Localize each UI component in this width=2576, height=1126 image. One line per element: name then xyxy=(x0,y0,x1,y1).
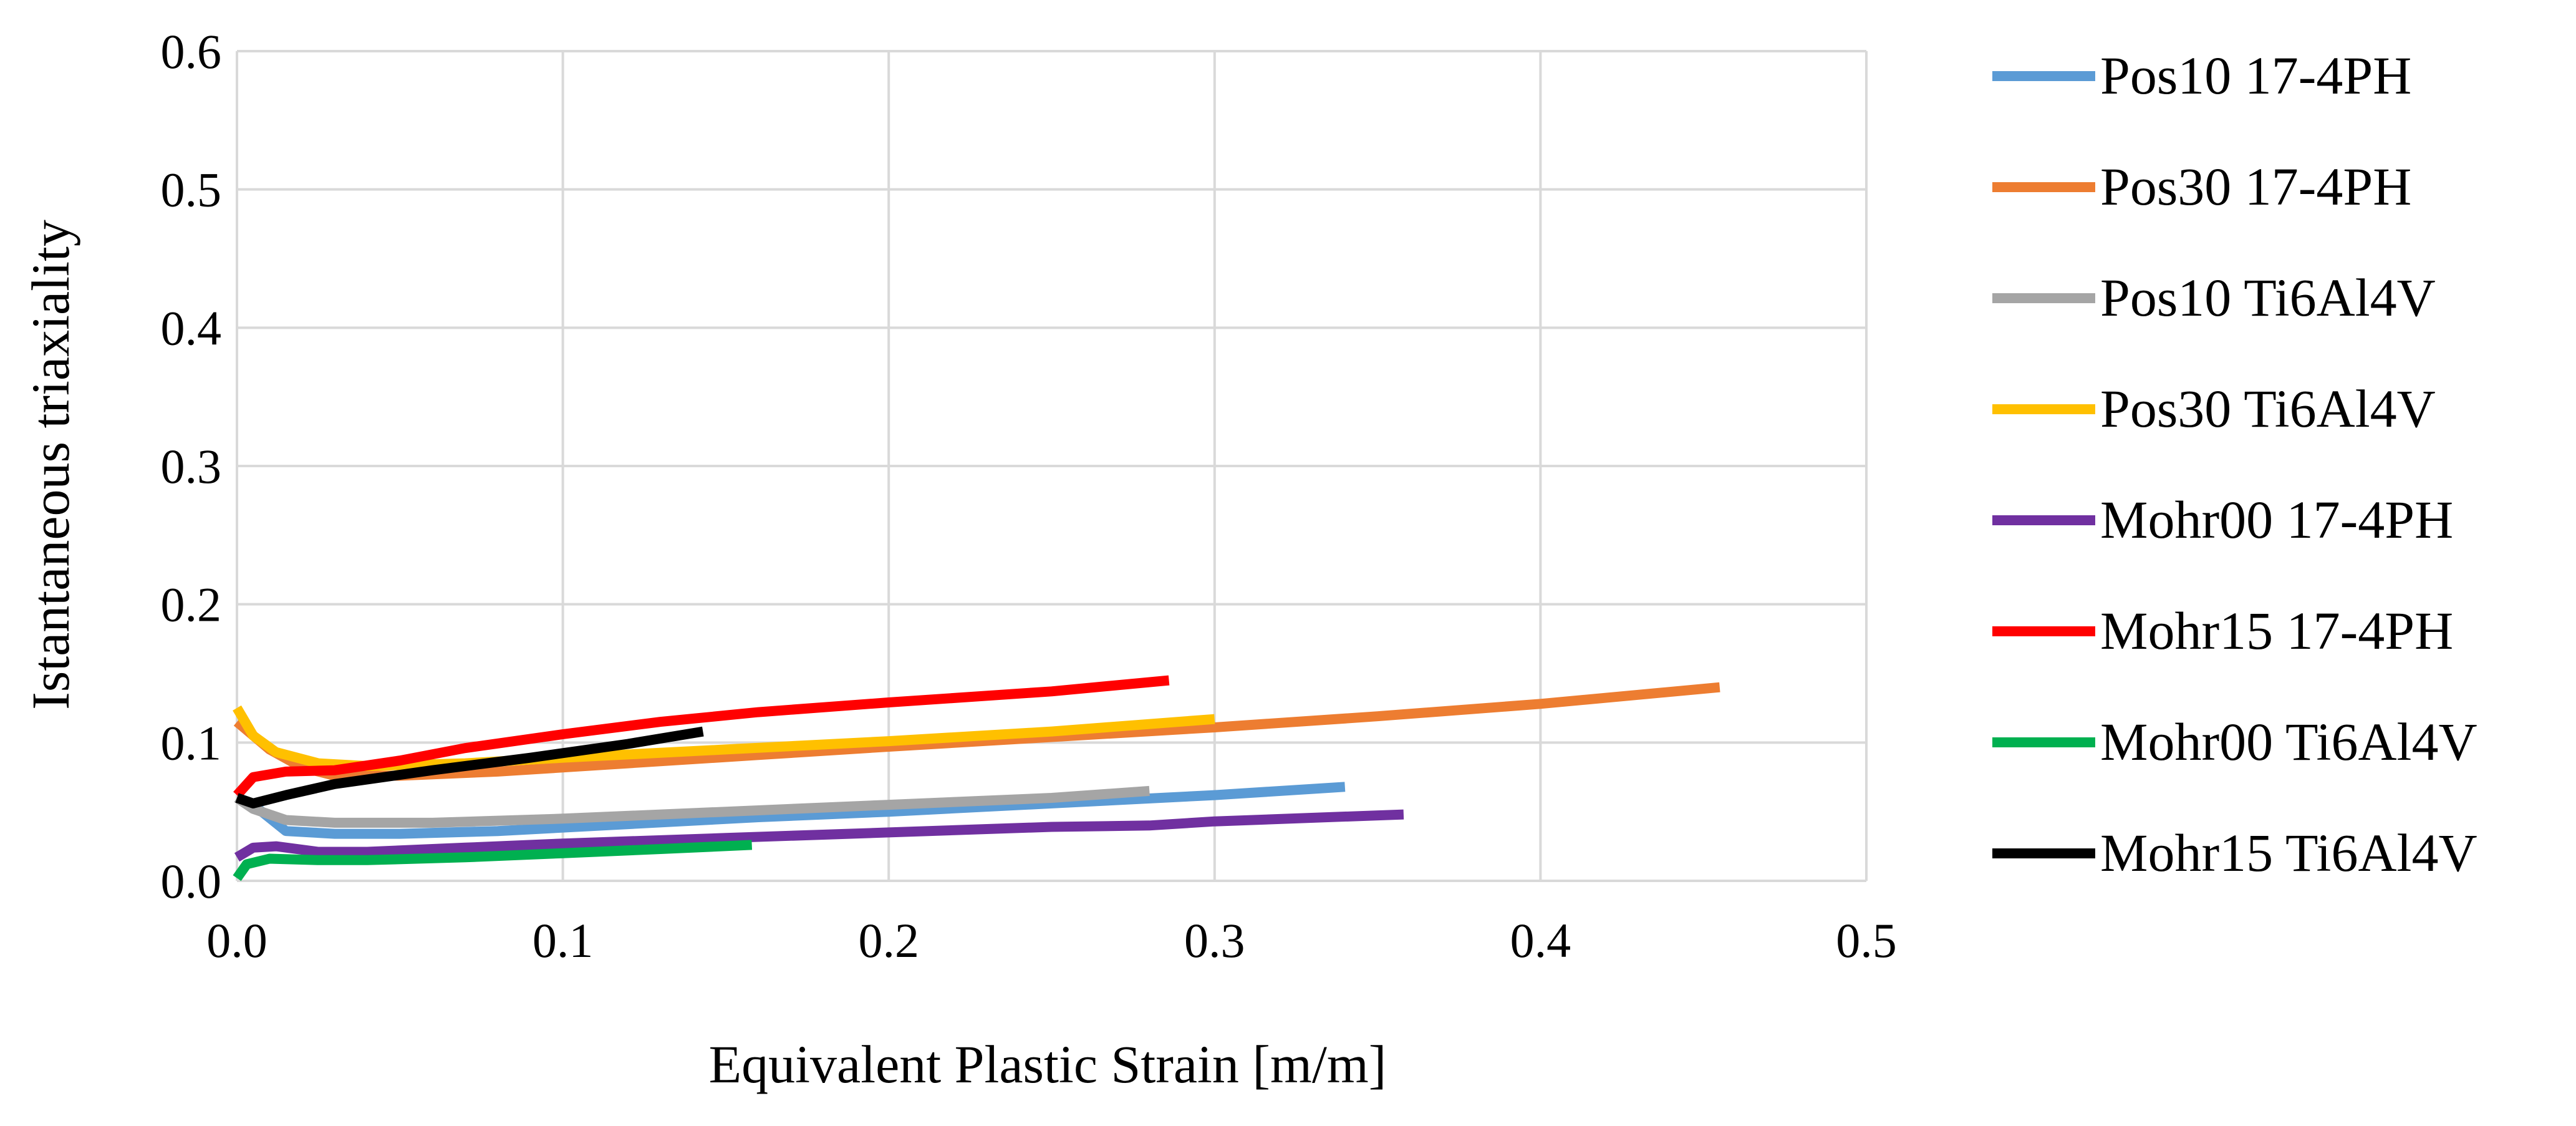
y-axis-title: Istantaneous triaxiality xyxy=(21,220,80,710)
x-tick-label: 0.0 xyxy=(206,913,268,968)
y-tick-label: 0.0 xyxy=(161,854,222,908)
legend-label-mohr15-ti6al4v: Mohr15 Ti6Al4V xyxy=(2100,823,2477,883)
series-line-mohr15-ti6al4v xyxy=(235,726,704,808)
legend-label-pos10-ti6al4v: Pos10 Ti6Al4V xyxy=(2100,268,2436,328)
y-tick-label: 0.3 xyxy=(161,439,222,493)
legend-label-mohr00-17-4ph: Mohr00 17-4PH xyxy=(2100,490,2453,550)
y-tick-label: 0.5 xyxy=(161,163,222,217)
series-line-pos10-17-4ph xyxy=(234,782,1346,839)
y-tick-labels: 0.0 0.1 0.2 0.3 0.4 0.5 0.6 xyxy=(161,24,222,908)
series-line-mohr15-17-4ph xyxy=(233,675,1170,798)
x-tick-label: 0.4 xyxy=(1510,913,1571,968)
series-line-pos10-ti6al4v xyxy=(234,785,1150,828)
x-tick-label: 0.3 xyxy=(1184,913,1245,968)
x-tick-label: 0.5 xyxy=(1836,913,1897,968)
legend-label-pos30-17-4ph: Pos30 17-4PH xyxy=(2100,157,2411,216)
legend: Pos10 17-4PH Pos30 17-4PH Pos10 Ti6Al4V Pos… xyxy=(1992,46,2477,883)
series-line-mohr00-17-4ph xyxy=(234,809,1404,862)
y-tick-label: 0.4 xyxy=(161,301,222,355)
legend-label-pos10-17-4ph: Pos10 17-4PH xyxy=(2100,46,2411,105)
y-tick-label: 0.6 xyxy=(161,24,222,79)
x-tick-label: 0.2 xyxy=(858,913,919,968)
series-lines xyxy=(233,675,1720,881)
legend-label-mohr00-ti6al4v: Mohr00 Ti6Al4V xyxy=(2100,712,2477,772)
y-tick-label: 0.1 xyxy=(161,716,222,770)
x-tick-labels: 0.0 0.1 0.2 0.3 0.4 0.5 xyxy=(206,913,1897,968)
series-line-mohr00-ti6al4v xyxy=(233,840,753,881)
legend-label-mohr15-17-4ph: Mohr15 17-4PH xyxy=(2100,601,2453,661)
x-tick-label: 0.1 xyxy=(533,913,594,968)
x-axis-title: Equivalent Plastic Strain [m/m] xyxy=(709,1034,1387,1094)
legend-label-pos30-ti6al4v: Pos30 Ti6Al4V xyxy=(2100,379,2436,439)
grid xyxy=(236,50,1868,882)
y-tick-label: 0.2 xyxy=(161,578,222,632)
